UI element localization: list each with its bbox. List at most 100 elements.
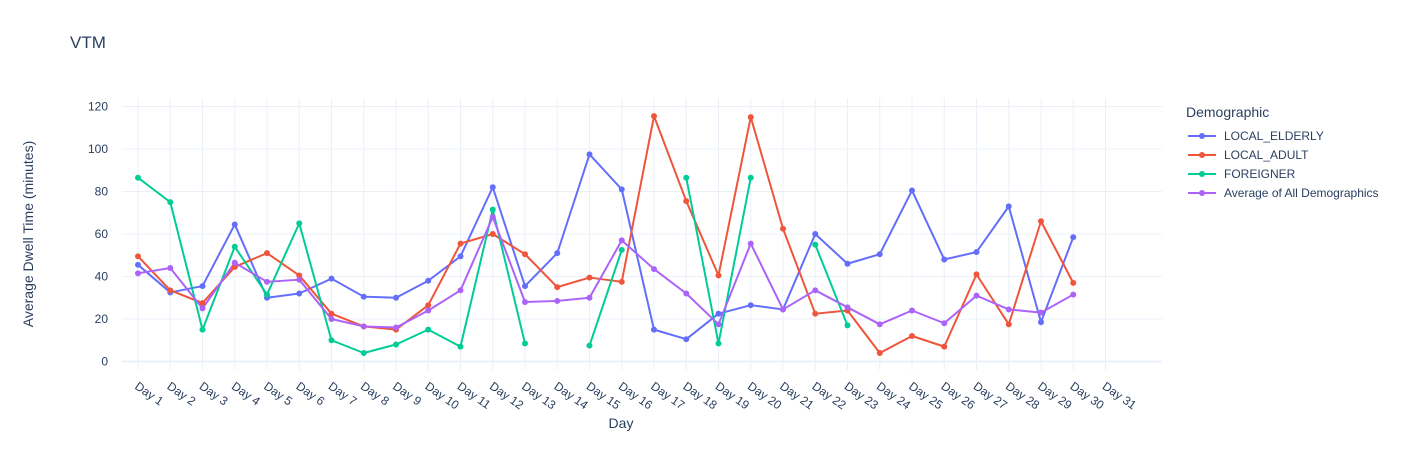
data-point [780,306,786,313]
data-point [554,284,561,291]
legend-swatch [1188,170,1216,177]
series-points [135,113,1077,356]
data-point [522,299,528,305]
data-point [425,307,432,314]
x-tick-label: Day 12 [487,379,526,412]
legend-swatch-marker [1199,170,1205,177]
legend: Demographic LOCAL_ELDERLY LOCAL_ADULT FORE… [1186,104,1379,202]
legend-item[interactable]: LOCAL_ELDERLY [1186,126,1379,145]
data-point [941,256,948,263]
data-point [812,310,819,317]
x-tick-label: Day 23 [842,379,881,412]
data-point [715,321,722,328]
data-point [231,221,238,228]
data-point [812,287,819,294]
data-point [973,249,980,256]
legend-item[interactable]: FOREIGNER [1186,164,1379,183]
data-point [393,324,399,331]
x-tick-label: Day 29 [1035,379,1074,412]
data-point [360,293,367,300]
x-tick-label: Day 16 [616,379,655,412]
x-tick-label: Day 6 [294,379,328,409]
x-tick-label: Day 22 [810,379,849,412]
x-tick-label: Day 31 [1100,379,1139,412]
data-point [1070,291,1077,298]
data-point [618,237,625,244]
legend-label: LOCAL_ADULT [1224,147,1309,162]
data-point [231,263,238,270]
data-point [425,277,432,284]
y-tick-label: 120 [88,100,108,114]
x-tick-label: Day 24 [874,379,913,412]
data-point [651,326,657,333]
data-point [425,302,432,309]
series-line [137,153,1075,341]
x-tick-label: Day 21 [777,379,816,412]
data-point [328,337,335,344]
x-tick-label: Day 9 [390,379,424,409]
data-point [264,278,270,285]
data-point [199,300,206,307]
x-axis-label: Day [608,415,634,431]
x-tick-label: Day 1 [132,379,166,409]
data-point [876,321,883,328]
data-point [199,326,206,333]
series-line [137,115,1075,354]
data-point [457,240,464,247]
data-point [844,322,851,329]
x-tick-label: Day 25 [906,379,945,412]
data-point [296,272,303,279]
x-tick-label: Day 30 [1068,379,1107,412]
legend-title: Demographic [1186,104,1270,120]
x-tick-label: Day 14 [552,379,591,412]
data-point [328,316,335,322]
data-point [909,187,915,194]
data-point [360,350,367,356]
data-point [393,341,399,348]
data-point [522,251,528,258]
data-point [522,340,528,347]
x-tick-label: Day 3 [197,379,231,409]
legend-swatch [1188,132,1216,139]
data-point [231,259,238,266]
data-point [715,272,722,279]
x-tick-label: Day 19 [713,379,752,412]
data-point [618,246,625,253]
legend-item[interactable]: LOCAL_ADULT [1186,145,1379,164]
x-tick-label: Day 8 [358,379,392,409]
data-point [973,292,980,299]
y-tick-label: 60 [95,227,109,241]
data-point [586,342,593,349]
series-line [137,216,1074,329]
data-point [296,220,303,227]
x-tick-label: Day 18 [681,379,720,412]
data-point [812,231,819,237]
data-point [941,320,948,327]
data-point [360,323,367,330]
data-point [489,231,496,237]
data-point [586,294,593,301]
legend-swatch-marker [1199,189,1205,196]
data-point [618,186,625,193]
series-line [814,244,849,326]
x-tick-label: Day 28 [1003,379,1042,412]
data-point [683,336,690,343]
data-point [715,310,722,317]
data-point [715,340,722,347]
legend-swatch [1188,189,1216,196]
legend-item[interactable]: Average of All Demographics [1186,183,1379,202]
x-tick-label: Day 20 [745,379,784,412]
data-point [328,310,335,317]
y-axis-label: Average Dwell Time (minutes) [20,140,36,328]
series-lines [137,115,1075,354]
data-point [747,240,754,247]
legend-swatch-marker [1199,132,1205,139]
data-point [909,333,915,339]
data-point [199,283,206,290]
data-point [747,114,754,121]
data-point [167,199,174,206]
y-tick-labels: 0 20 40 60 80 100 120 [88,100,108,369]
data-point [199,305,206,312]
x-tick-label: Day 2 [165,379,199,409]
data-point [683,290,690,297]
